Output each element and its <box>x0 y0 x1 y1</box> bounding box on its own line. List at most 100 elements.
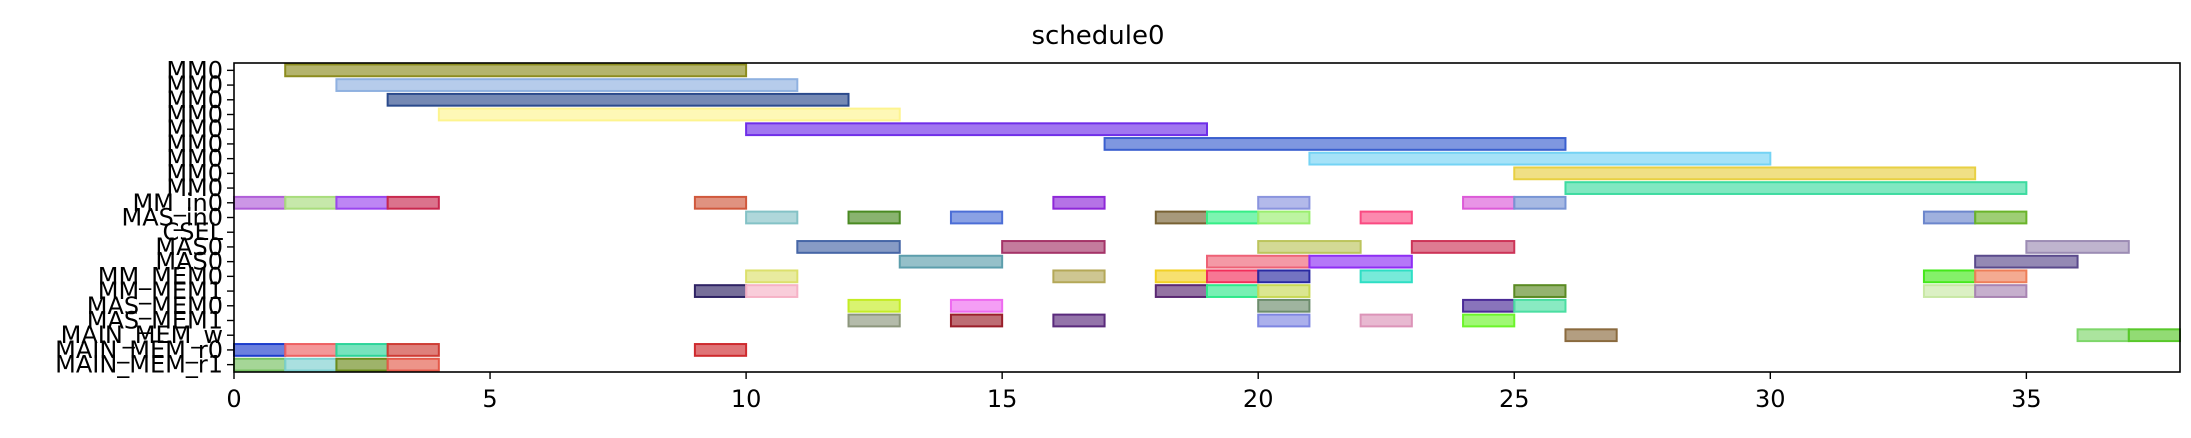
task-bar <box>847 298 901 313</box>
task-bar <box>1206 254 1311 269</box>
task-bar <box>1052 269 1106 284</box>
task-bar <box>335 195 389 210</box>
task-bar <box>1359 313 1413 328</box>
task-bar <box>898 254 1004 269</box>
task-bar <box>1257 313 1311 328</box>
y-tick-label: MM0 <box>166 159 223 187</box>
task-bar <box>1308 254 1413 269</box>
y-tick-label: MAS0 <box>155 248 223 276</box>
y-tick-label: MAIN_MEM_r0 <box>55 336 223 364</box>
y-tick-label: MM_MEM1 <box>98 277 223 305</box>
task-bar <box>745 122 1209 137</box>
task-bar <box>1564 181 2028 195</box>
task-bar <box>1154 284 1208 298</box>
task-bar <box>1462 298 1516 313</box>
x-tick-label: 35 <box>2011 385 2042 413</box>
task-bar <box>1001 240 1106 254</box>
task-bar <box>1257 195 1311 210</box>
y-tick-label: MAIN_MEM_w <box>61 321 223 349</box>
task-bar <box>233 357 287 372</box>
x-tick-label: 25 <box>1499 385 1530 413</box>
task-bar <box>796 240 901 254</box>
task-bar <box>2127 328 2182 343</box>
task-bar <box>1359 269 1413 284</box>
task-bar <box>745 210 799 225</box>
y-tick-label: MM0 <box>166 115 223 143</box>
task-bar <box>1974 254 2079 269</box>
x-axis: 0 5 10 15 20 25 30 35 <box>226 372 2042 413</box>
y-tick-label: MAIN_MEM_r1 <box>55 351 223 379</box>
task-bar <box>1974 269 2028 284</box>
task-bar <box>1206 269 1260 284</box>
task-bar <box>2025 240 2130 254</box>
task-bar <box>693 284 748 298</box>
y-axis: MM0MM0MM0MM0MM0MM0MM0MM0MM0MM_in0MAS_in0… <box>55 56 234 379</box>
task-bar <box>1257 210 1311 225</box>
task-bar <box>1359 210 1413 225</box>
task-bar <box>1206 284 1260 298</box>
x-tick-label: 30 <box>1755 385 1786 413</box>
task-bar <box>1922 269 1977 284</box>
y-tick-label: MM_in0 <box>132 189 223 217</box>
x-tick-label: 10 <box>731 385 762 413</box>
y-tick-label: MM0 <box>166 130 223 158</box>
task-bar <box>1922 210 1977 225</box>
task-bar <box>233 343 287 357</box>
task-bar <box>335 357 389 372</box>
task-bar <box>284 343 338 357</box>
task-bar <box>1513 284 1567 298</box>
y-tick-label: MAS_MEM0 <box>87 292 223 320</box>
task-bar <box>284 195 338 210</box>
task-bar <box>1257 269 1311 284</box>
task-bars <box>233 63 2182 372</box>
task-bar <box>949 313 1004 328</box>
task-bar <box>1513 298 1567 313</box>
x-tick-label: 0 <box>226 385 241 413</box>
task-bar <box>1308 151 1772 166</box>
task-bar <box>1410 240 1516 254</box>
y-tick-label: MM0 <box>166 56 223 84</box>
task-bar <box>1513 166 1977 181</box>
task-bar <box>1206 210 1260 225</box>
y-tick-label: MM0 <box>166 86 223 114</box>
task-bar <box>1462 195 1516 210</box>
y-tick-label: MM0 <box>166 101 223 129</box>
task-bar <box>1974 210 2028 225</box>
task-bar <box>1922 284 1977 298</box>
task-bar <box>1103 137 1567 151</box>
y-tick-label: MAS_in0 <box>121 204 223 232</box>
task-bar <box>437 107 901 122</box>
task-bar <box>284 63 748 78</box>
task-bar <box>949 210 1004 225</box>
chart-title: schedule0 <box>1031 21 1164 51</box>
task-bar <box>284 357 338 372</box>
task-bar <box>386 195 440 210</box>
task-bar <box>693 343 748 357</box>
task-bar <box>1052 313 1106 328</box>
task-bar <box>1257 298 1311 313</box>
task-bar <box>233 195 287 210</box>
task-bar <box>745 269 799 284</box>
task-bar <box>335 343 389 357</box>
task-bar <box>847 313 901 328</box>
task-bar <box>847 210 901 225</box>
task-bar <box>1257 284 1311 298</box>
task-bar <box>1974 284 2028 298</box>
task-bar <box>1154 269 1208 284</box>
task-bar <box>1052 195 1106 210</box>
x-tick-label: 20 <box>1243 385 1274 413</box>
y-tick-label: MM0 <box>166 174 223 202</box>
y-tick-label: MAS0 <box>155 233 223 261</box>
task-bar <box>1257 240 1362 254</box>
task-bar <box>386 343 440 357</box>
y-tick-label: MAS_MEM1 <box>87 307 223 335</box>
y-tick-label: MM0 <box>166 71 223 99</box>
task-bar <box>2076 328 2130 343</box>
task-bar <box>745 284 799 298</box>
x-tick-label: 15 <box>987 385 1018 413</box>
y-tick-label: CSEL <box>162 218 223 246</box>
task-bar <box>693 195 748 210</box>
y-tick-label: MM_MEM0 <box>98 262 223 290</box>
task-bar <box>335 78 799 92</box>
